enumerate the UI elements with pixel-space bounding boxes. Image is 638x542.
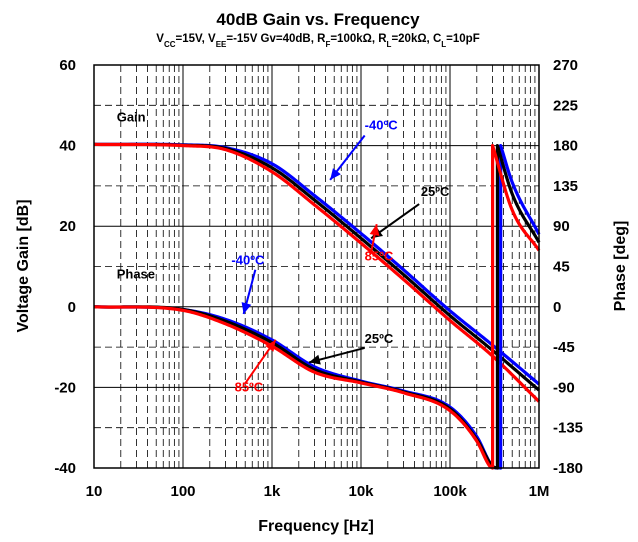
y-tick-label: 20 [59,218,76,235]
annotation-arrowhead [265,339,276,352]
annotation-arrowhead [308,354,321,365]
y2-tick-label: -180 [553,460,583,477]
y-tick-label: -20 [54,379,76,396]
chart-subtitle: VCC=15V, VEE=-15V Gv=40dB, RF=100kΩ, RL=… [156,33,479,49]
gain-label-text: Gain [117,109,146,124]
plot-frame [93,64,540,469]
grid [93,64,540,469]
gain-series-minus40c [93,142,541,386]
y-tick-label: 60 [59,57,76,74]
phase-85c-text: 85ºC [235,379,264,394]
phase-label-text: Phase [117,267,155,282]
tick-labels: 10 100 1k 10k 100k 1M 60 40 20 0 -20 -40 270 225 180 13… [54,57,583,500]
x-tick-label: 100k [433,483,467,500]
y2-tick-label: 225 [553,97,578,114]
x-tick-label: 10k [348,483,374,500]
y-tick-label: 40 [59,138,76,155]
gain-25c-text: 25ºC [421,184,450,199]
y2-tick-label: -45 [553,339,575,356]
annotation-arrows [241,134,420,384]
gain-minus40c-text: -40ºC [365,117,399,132]
gain-series-85c [93,142,541,403]
x-tick-label: 1M [529,483,550,500]
y2-tick-label: 180 [553,138,578,155]
x-axis-label: Frequency [Hz] [258,518,374,535]
x-tick-label: 1k [264,483,281,500]
annotations: Gain Phase -40ºC 25ºC 85ºC -40ºC 25ºC 85ºC [117,109,450,394]
phase-minus40c-text: -40ºC [231,252,265,267]
y2-axis-label: Phase [deg] [612,221,629,312]
y-tick-label: -40 [54,460,76,477]
gain-85c-text: 85ºC [365,248,394,263]
y-axis-label: Voltage Gain [dB] [15,199,32,332]
gain-series-25c [93,142,541,392]
annotation-arrowhead [369,224,380,236]
y-tick-label: 0 [68,299,76,316]
chart-title: 40dB Gain vs. Frequency [216,10,420,29]
y2-tick-label: 270 [553,57,578,74]
annotation-arrowhead [330,168,341,180]
y2-tick-label: 0 [553,299,561,316]
y2-tick-label: -135 [553,420,583,437]
annotation-arrowhead [241,302,252,315]
phase-25c-text: 25ºC [365,331,394,346]
y2-tick-label: 135 [553,178,578,195]
y2-tick-label: 90 [553,218,570,235]
series-lines [93,142,541,470]
x-tick-label: 100 [170,483,195,500]
y2-tick-label: -90 [553,379,575,396]
x-tick-label: 10 [86,483,103,500]
y2-tick-label: 45 [553,259,570,276]
